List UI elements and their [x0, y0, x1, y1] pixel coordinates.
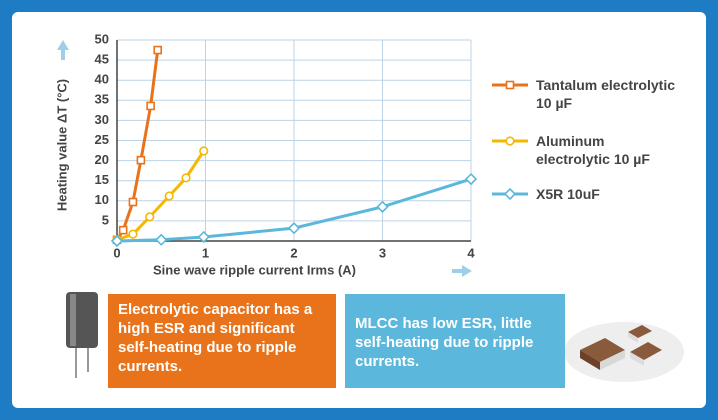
legend-icon [492, 187, 528, 201]
x-tick-label: 3 [379, 245, 386, 260]
mlcc-icon [564, 322, 684, 382]
marker [153, 45, 163, 55]
y-tick-label: 20 [95, 152, 109, 167]
marker [199, 146, 209, 156]
series-line [116, 150, 205, 242]
callout-box: MLCC has low ESR, little self-heating du… [345, 294, 565, 388]
y-tick-label: 40 [95, 72, 109, 87]
marker [181, 173, 191, 183]
y-arrow-shaft [61, 50, 65, 60]
callout-box: Electrolytic capacitor has a high ESR an… [108, 294, 336, 388]
marker [287, 222, 301, 235]
series-line [115, 49, 160, 241]
marker [155, 233, 168, 246]
y-tick-label: 30 [95, 112, 109, 127]
capacitor-icon [66, 292, 98, 378]
marker [146, 101, 155, 111]
marker [505, 80, 515, 90]
x-arrow-shaft [452, 269, 462, 273]
legend-item: Tantalum electrolytic 10 µF [490, 76, 676, 112]
marker [376, 200, 389, 213]
legend-icon [492, 136, 528, 146]
x-tick-label: 4 [467, 245, 475, 260]
series-line [116, 177, 472, 243]
marker [128, 197, 138, 207]
marker [136, 155, 146, 165]
x-tick-label: 0 [113, 245, 120, 260]
marker [505, 136, 515, 146]
y-tick-label: 45 [95, 52, 109, 67]
marker [464, 172, 478, 186]
x-tick-label: 2 [290, 245, 297, 260]
y-tick-label: 5 [102, 212, 109, 227]
y-tick-label: 10 [95, 192, 109, 207]
y-tick-label: 15 [95, 172, 109, 187]
legend-icon [492, 80, 528, 90]
marker [145, 212, 155, 222]
marker [503, 187, 517, 201]
y-tick-label: 25 [95, 132, 109, 147]
marker [110, 234, 124, 248]
legend-label: Tantalum electrolytic 10 µF [536, 77, 676, 111]
marker [197, 230, 210, 244]
x-tick-label: 1 [202, 245, 209, 260]
legend-item: X5R 10uF [490, 185, 676, 203]
marker [164, 191, 174, 201]
marker [118, 225, 128, 235]
y-tick-label: 50 [95, 31, 109, 46]
x-axis-label: Sine wave ripple current Irms (A) [153, 262, 356, 277]
y-tick-label: 35 [95, 92, 109, 107]
y-axis-label: Heating value ΔT (°C) [54, 79, 69, 211]
marker [128, 229, 138, 239]
legend-label: Aluminum electrolytic 10 µF [536, 133, 650, 167]
y-arrow [57, 40, 69, 50]
legend-label: X5R 10uF [536, 186, 600, 202]
legend-item: Aluminum electrolytic 10 µF [490, 132, 676, 168]
x-arrow [462, 265, 472, 277]
